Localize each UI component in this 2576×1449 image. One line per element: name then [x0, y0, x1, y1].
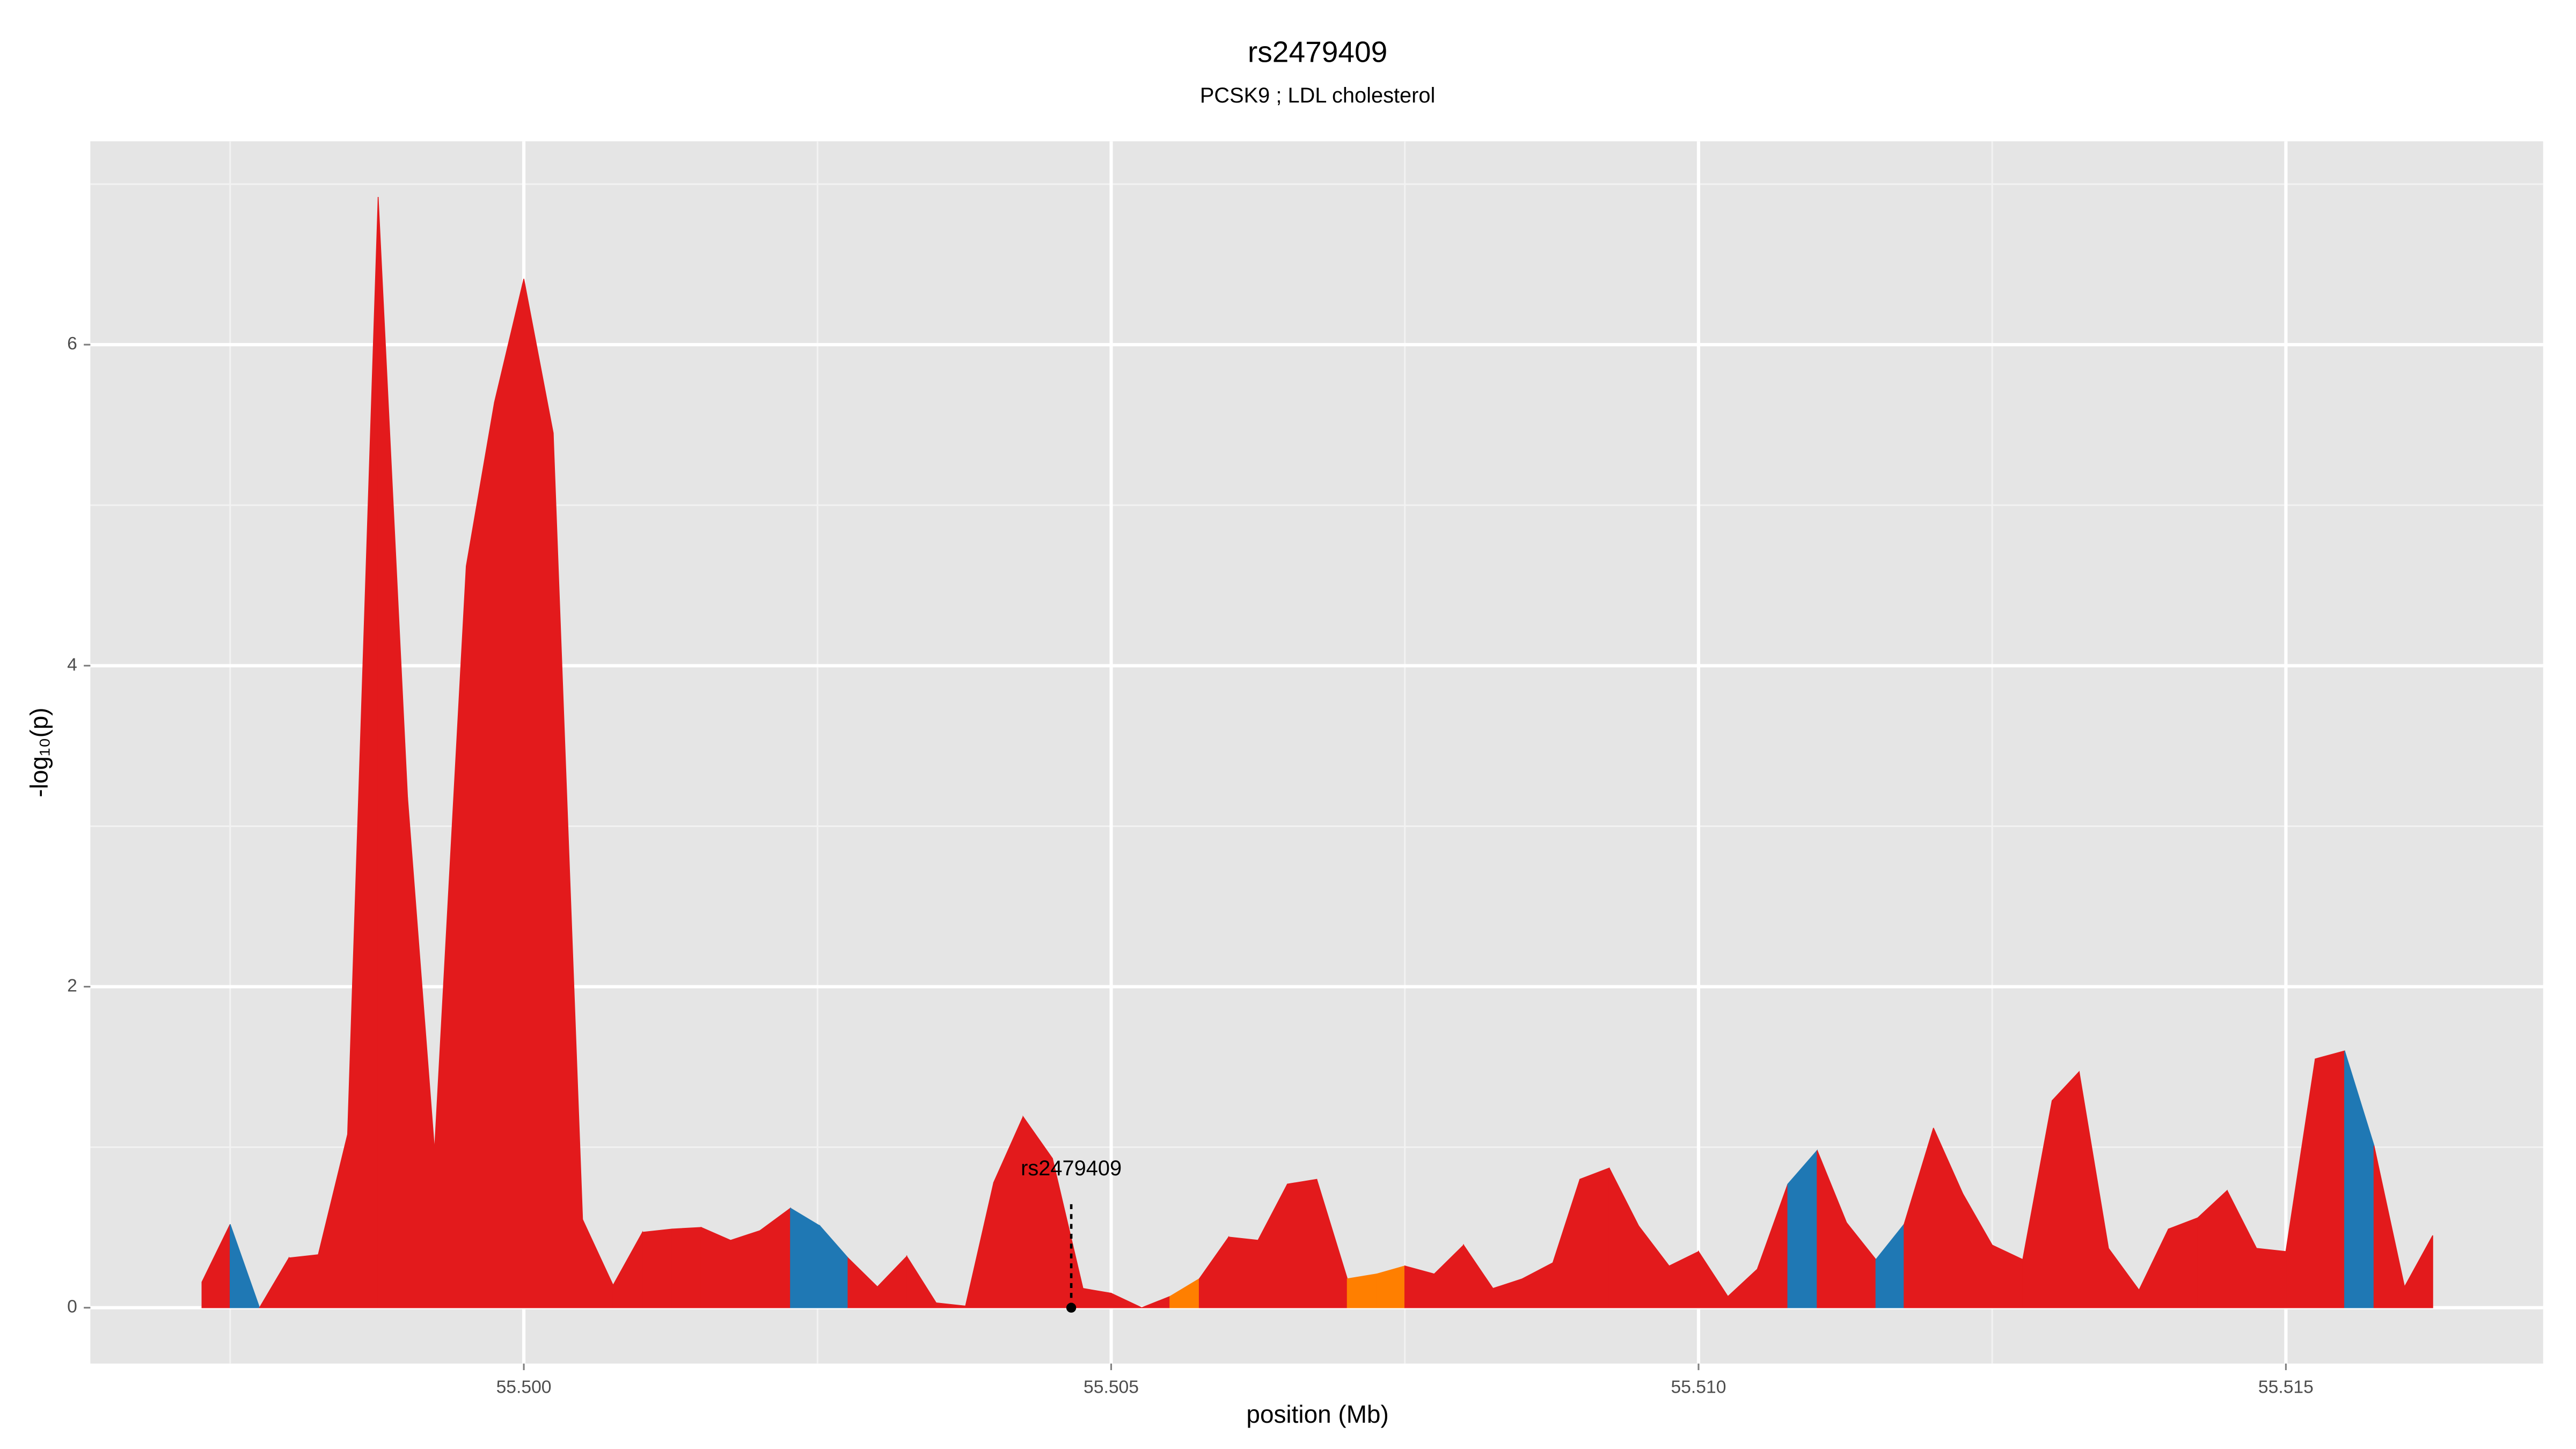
x-tick-label: 55.515: [2258, 1378, 2314, 1397]
y-tick-label: 0: [67, 1297, 77, 1317]
area-segment: [1287, 1179, 1318, 1308]
x-tick-label: 55.505: [1084, 1378, 1139, 1397]
area-segment: [523, 279, 554, 1308]
x-tick-label: 55.510: [1671, 1378, 1726, 1397]
chart-subtitle: PCSK9 ; LDL cholesterol: [1200, 84, 1436, 107]
area-segment: [671, 1227, 702, 1308]
area-segment: [1110, 1292, 1142, 1308]
annotation-label: rs2479409: [1021, 1157, 1122, 1180]
y-tick-label: 4: [67, 655, 77, 675]
area-segment: [790, 1207, 821, 1308]
area-segment: [2168, 1217, 2199, 1308]
area-segment: [288, 1254, 319, 1308]
area-segment: [2256, 1248, 2287, 1308]
y-tick-label: 6: [67, 334, 77, 354]
area-segment: [230, 1224, 260, 1308]
annotation-point: [1066, 1302, 1077, 1313]
area-segment: [1228, 1236, 1258, 1308]
y-tick-label: 2: [67, 976, 77, 996]
area-segment: [2404, 1235, 2433, 1308]
area-segment: [730, 1230, 760, 1308]
area-segment: [2315, 1050, 2345, 1308]
chart-title: rs2479409: [1248, 35, 1387, 69]
area-segment: [494, 279, 524, 1308]
y-axis-label: -log₁₀(p): [25, 707, 53, 797]
area-segment: [2052, 1071, 2080, 1308]
area-segment: [700, 1227, 731, 1308]
area-segment: [1579, 1167, 1610, 1308]
area-segment: [1346, 1274, 1377, 1308]
x-tick-label: 55.500: [496, 1378, 552, 1397]
x-axis-label: position (Mb): [1246, 1400, 1388, 1428]
area-segment: [642, 1228, 672, 1308]
